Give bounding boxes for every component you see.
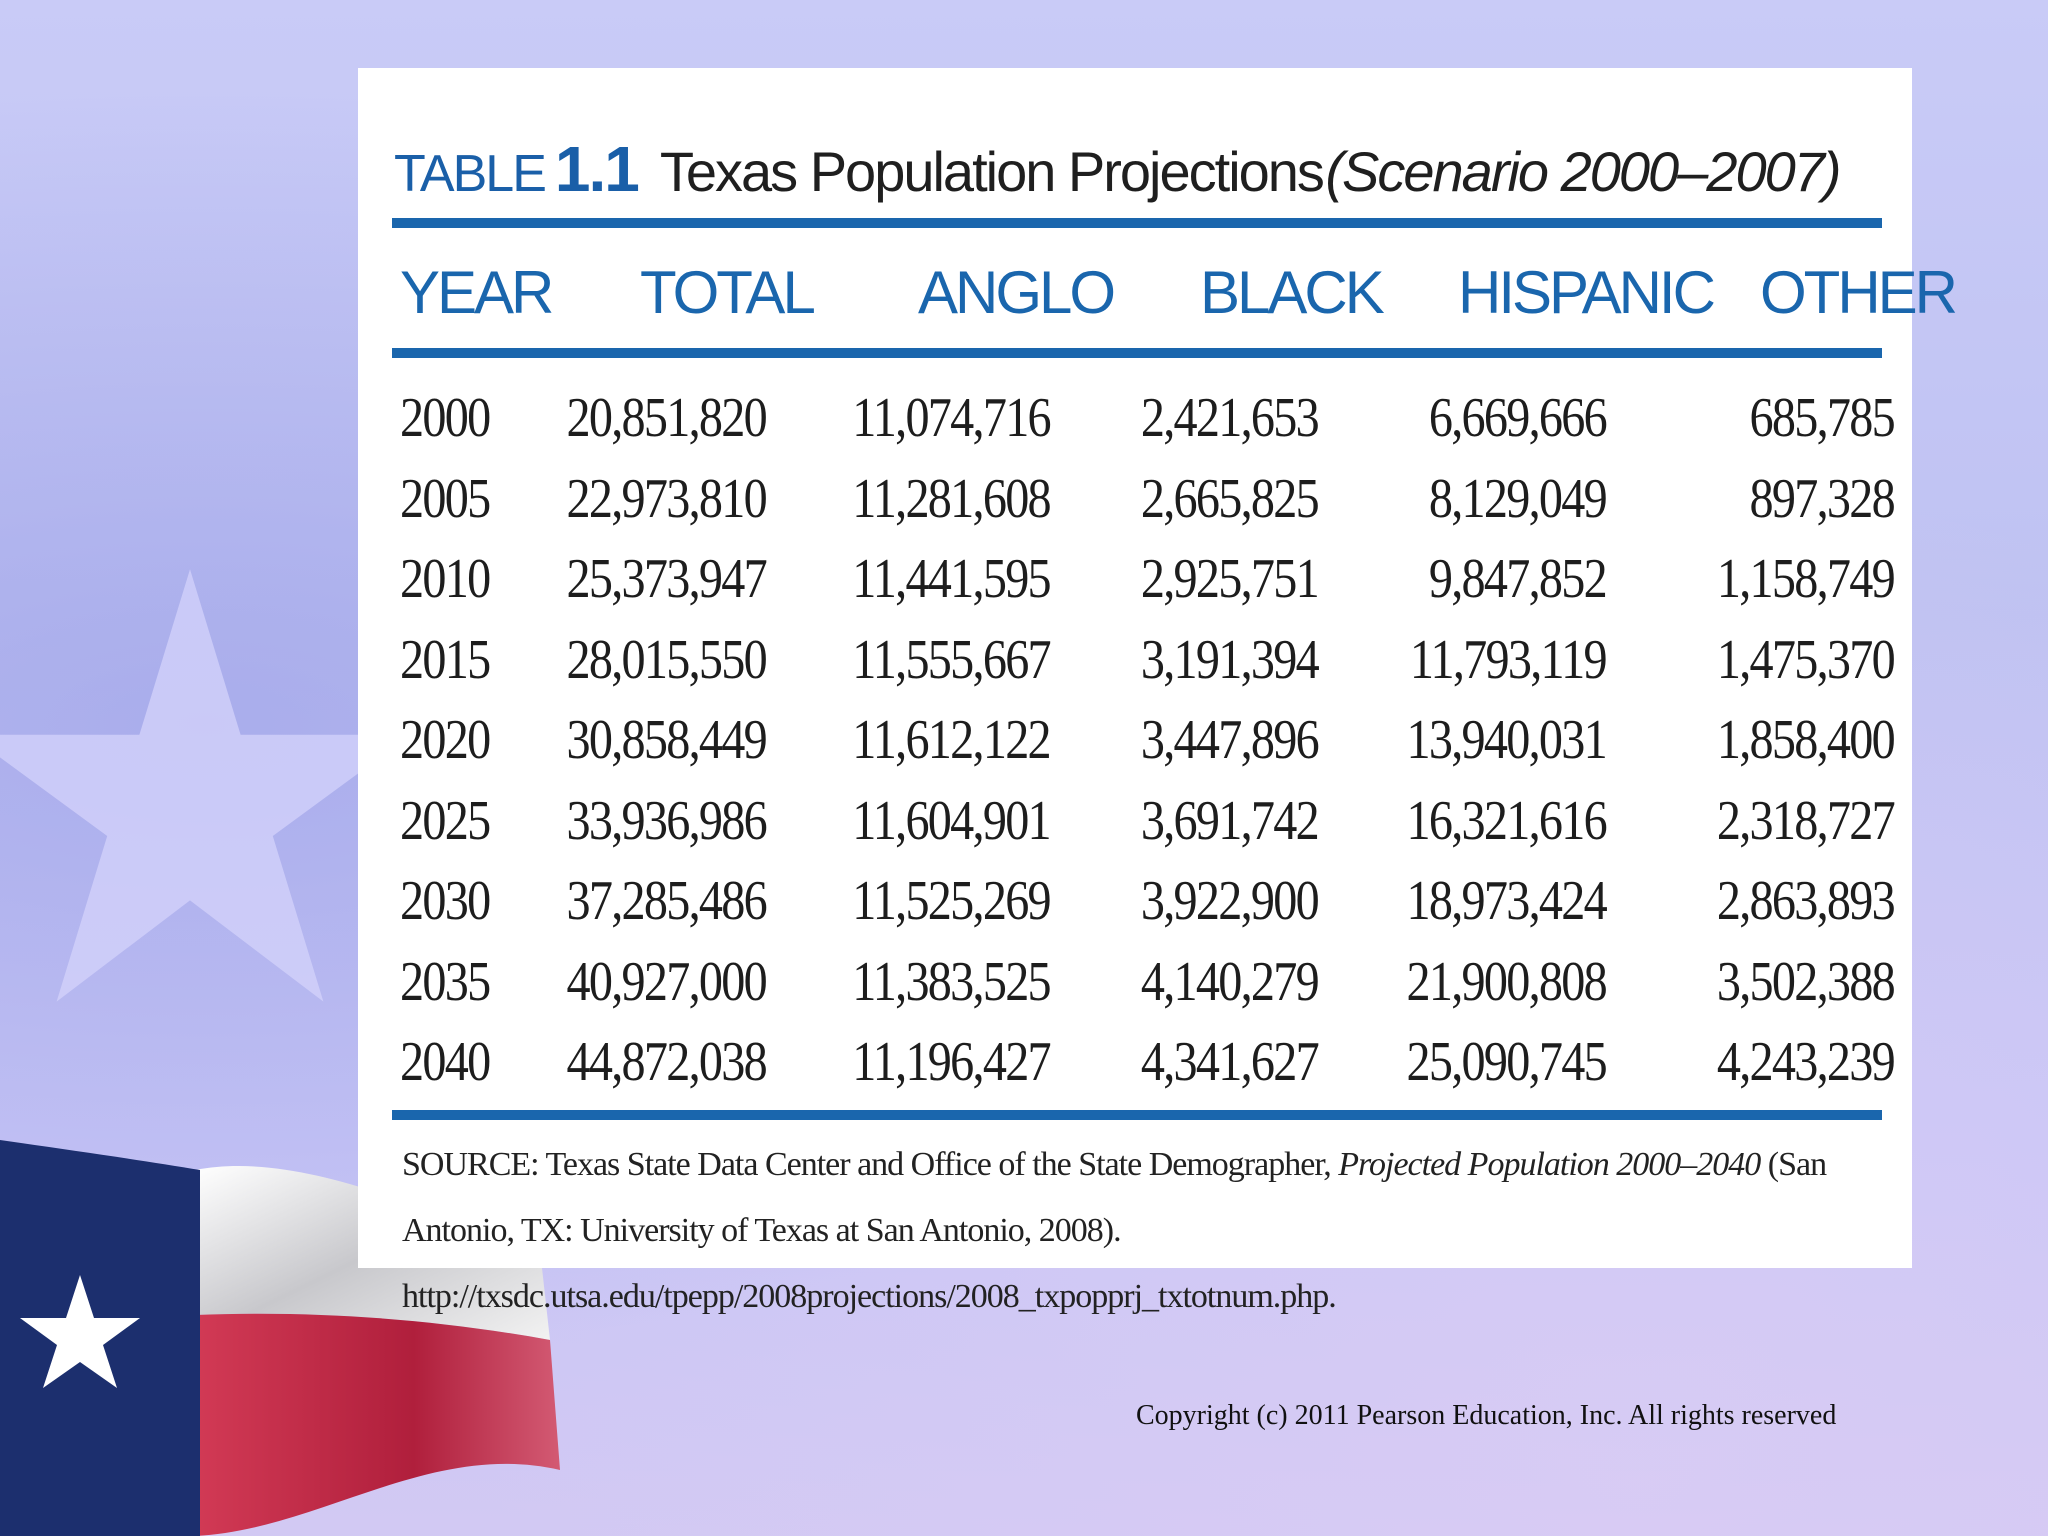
source-title: Projected Population 2000–2040 bbox=[1338, 1146, 1761, 1183]
rule-top bbox=[392, 218, 1882, 228]
cell-hispanic: 13,940,031 bbox=[1406, 709, 1607, 771]
table-row: 2035 40,927,000 11,383,525 4,140,279 21,900,… bbox=[358, 950, 1912, 1031]
table-row: 2000 20,851,820 11,074,716 2,421,653 6,669,6… bbox=[358, 386, 1912, 467]
cell-total: 30,858,449 bbox=[566, 709, 767, 771]
cell-total: 44,872,038 bbox=[566, 1031, 767, 1093]
cell-hispanic: 8,129,049 bbox=[1428, 467, 1608, 530]
cell-total: 33,936,986 bbox=[566, 789, 767, 852]
cell-anglo: 11,441,595 bbox=[852, 548, 1051, 610]
table-title-main: Texas Population Projections bbox=[659, 140, 1325, 203]
column-header-anglo: ANGLO bbox=[918, 259, 1116, 326]
column-header-hispanic: HISPANIC bbox=[1458, 259, 1716, 326]
cell-other: 1,158,749 bbox=[1716, 548, 1896, 610]
source-prefix: SOURCE: Texas State Data Center and Offi… bbox=[402, 1146, 1339, 1183]
table-title-subtitle: (Scenario 2000–2007) bbox=[1325, 140, 1841, 203]
cell-other: 3,502,388 bbox=[1716, 950, 1896, 1013]
table-row: 2015 28,015,550 11,555,667 3,191,394 11,793,… bbox=[358, 628, 1912, 709]
cell-other: 1,475,370 bbox=[1716, 628, 1896, 691]
cell-year: 2040 bbox=[400, 1031, 491, 1093]
column-header-total: TOTAL bbox=[640, 259, 816, 326]
column-header-other: OTHER bbox=[1760, 259, 1958, 326]
column-header-black: BLACK bbox=[1200, 259, 1385, 326]
table-row: 2020 30,858,449 11,612,122 3,447,896 13,940,… bbox=[358, 708, 1912, 789]
table-row: 2005 22,973,810 11,281,608 2,665,825 8,129,0… bbox=[358, 467, 1912, 548]
cell-other: 1,858,400 bbox=[1716, 709, 1896, 771]
cell-anglo: 11,074,716 bbox=[852, 387, 1051, 449]
cell-total: 25,373,947 bbox=[566, 548, 767, 610]
cell-year: 2030 bbox=[400, 870, 491, 932]
cell-other: 2,318,727 bbox=[1716, 789, 1896, 852]
cell-anglo: 11,555,667 bbox=[852, 628, 1051, 691]
cell-year: 2000 bbox=[400, 387, 491, 449]
cell-total: 40,927,000 bbox=[566, 950, 767, 1013]
cell-hispanic: 18,973,424 bbox=[1406, 870, 1607, 932]
table-card: TABLE 1.1 Texas Population Projections (Sc… bbox=[358, 68, 1958, 1315]
cell-total: 28,015,550 bbox=[566, 628, 767, 691]
table-title: TABLE 1.1 Texas Population Projections (Sc… bbox=[394, 132, 1842, 206]
cell-anglo: 11,281,608 bbox=[852, 467, 1051, 530]
cell-hispanic: 21,900,808 bbox=[1406, 950, 1607, 1013]
cell-other: 2,863,893 bbox=[1716, 870, 1896, 932]
cell-hispanic: 9,847,852 bbox=[1428, 548, 1608, 610]
cell-hispanic: 16,321,616 bbox=[1406, 789, 1607, 852]
cell-black: 4,341,627 bbox=[1140, 1031, 1320, 1093]
source-suffix: (San Antonio, TX: University of Texas at… bbox=[402, 1146, 1827, 1315]
cell-year: 2020 bbox=[400, 709, 491, 771]
cell-black: 2,925,751 bbox=[1140, 548, 1320, 610]
cell-black: 2,421,653 bbox=[1140, 387, 1320, 449]
cell-black: 3,447,896 bbox=[1140, 709, 1320, 771]
table-label-word: TABLE bbox=[394, 145, 547, 203]
cell-total: 20,851,820 bbox=[566, 387, 767, 449]
cell-black: 3,191,394 bbox=[1140, 628, 1320, 691]
cell-anglo: 11,196,427 bbox=[852, 1031, 1051, 1093]
cell-hispanic: 6,669,666 bbox=[1428, 387, 1608, 449]
cell-year: 2010 bbox=[400, 548, 491, 610]
cell-black: 4,140,279 bbox=[1140, 950, 1320, 1013]
table-label-number: 1.1 bbox=[554, 133, 640, 205]
rule-header bbox=[392, 348, 1882, 358]
table-row: 2030 37,285,486 11,525,269 3,922,900 18,973,… bbox=[358, 869, 1912, 950]
background-star-watermark bbox=[0, 569, 411, 1002]
table-body: 2000 20,851,820 11,074,716 2,421,653 6,669,6… bbox=[358, 386, 1912, 1111]
cell-other: 897,328 bbox=[1749, 467, 1896, 530]
cell-year: 2015 bbox=[400, 628, 491, 691]
cell-total: 22,973,810 bbox=[566, 467, 767, 530]
cell-black: 3,922,900 bbox=[1140, 870, 1320, 932]
cell-black: 2,665,825 bbox=[1140, 467, 1320, 530]
cell-total: 37,285,486 bbox=[566, 870, 767, 932]
table-row: 2025 33,936,986 11,604,901 3,691,742 16,321,… bbox=[358, 789, 1912, 870]
cell-anglo: 11,604,901 bbox=[852, 789, 1051, 852]
copyright-notice: Copyright (c) 2011 Pearson Education, In… bbox=[1136, 1400, 1837, 1431]
cell-hispanic: 11,793,119 bbox=[1410, 628, 1608, 691]
cell-anglo: 11,612,122 bbox=[852, 709, 1051, 771]
cell-anglo: 11,383,525 bbox=[852, 950, 1051, 1013]
rule-bottom bbox=[392, 1110, 1882, 1120]
cell-year: 2005 bbox=[400, 467, 491, 530]
cell-hispanic: 25,090,745 bbox=[1406, 1031, 1607, 1093]
cell-black: 3,691,742 bbox=[1140, 789, 1320, 852]
cell-year: 2025 bbox=[400, 789, 491, 852]
table-row: 2040 44,872,038 11,196,427 4,341,627 25,090,… bbox=[358, 1030, 1912, 1111]
cell-other: 685,785 bbox=[1749, 387, 1896, 449]
cell-other: 4,243,239 bbox=[1716, 1031, 1896, 1093]
column-header-year: YEAR bbox=[400, 259, 554, 326]
cell-year: 2035 bbox=[400, 950, 491, 1013]
table-row: 2010 25,373,947 11,441,595 2,925,751 9,847,8… bbox=[358, 547, 1912, 628]
cell-anglo: 11,525,269 bbox=[852, 870, 1051, 932]
table-source-note: SOURCE: Texas State Data Center and Offi… bbox=[402, 1132, 1902, 1330]
